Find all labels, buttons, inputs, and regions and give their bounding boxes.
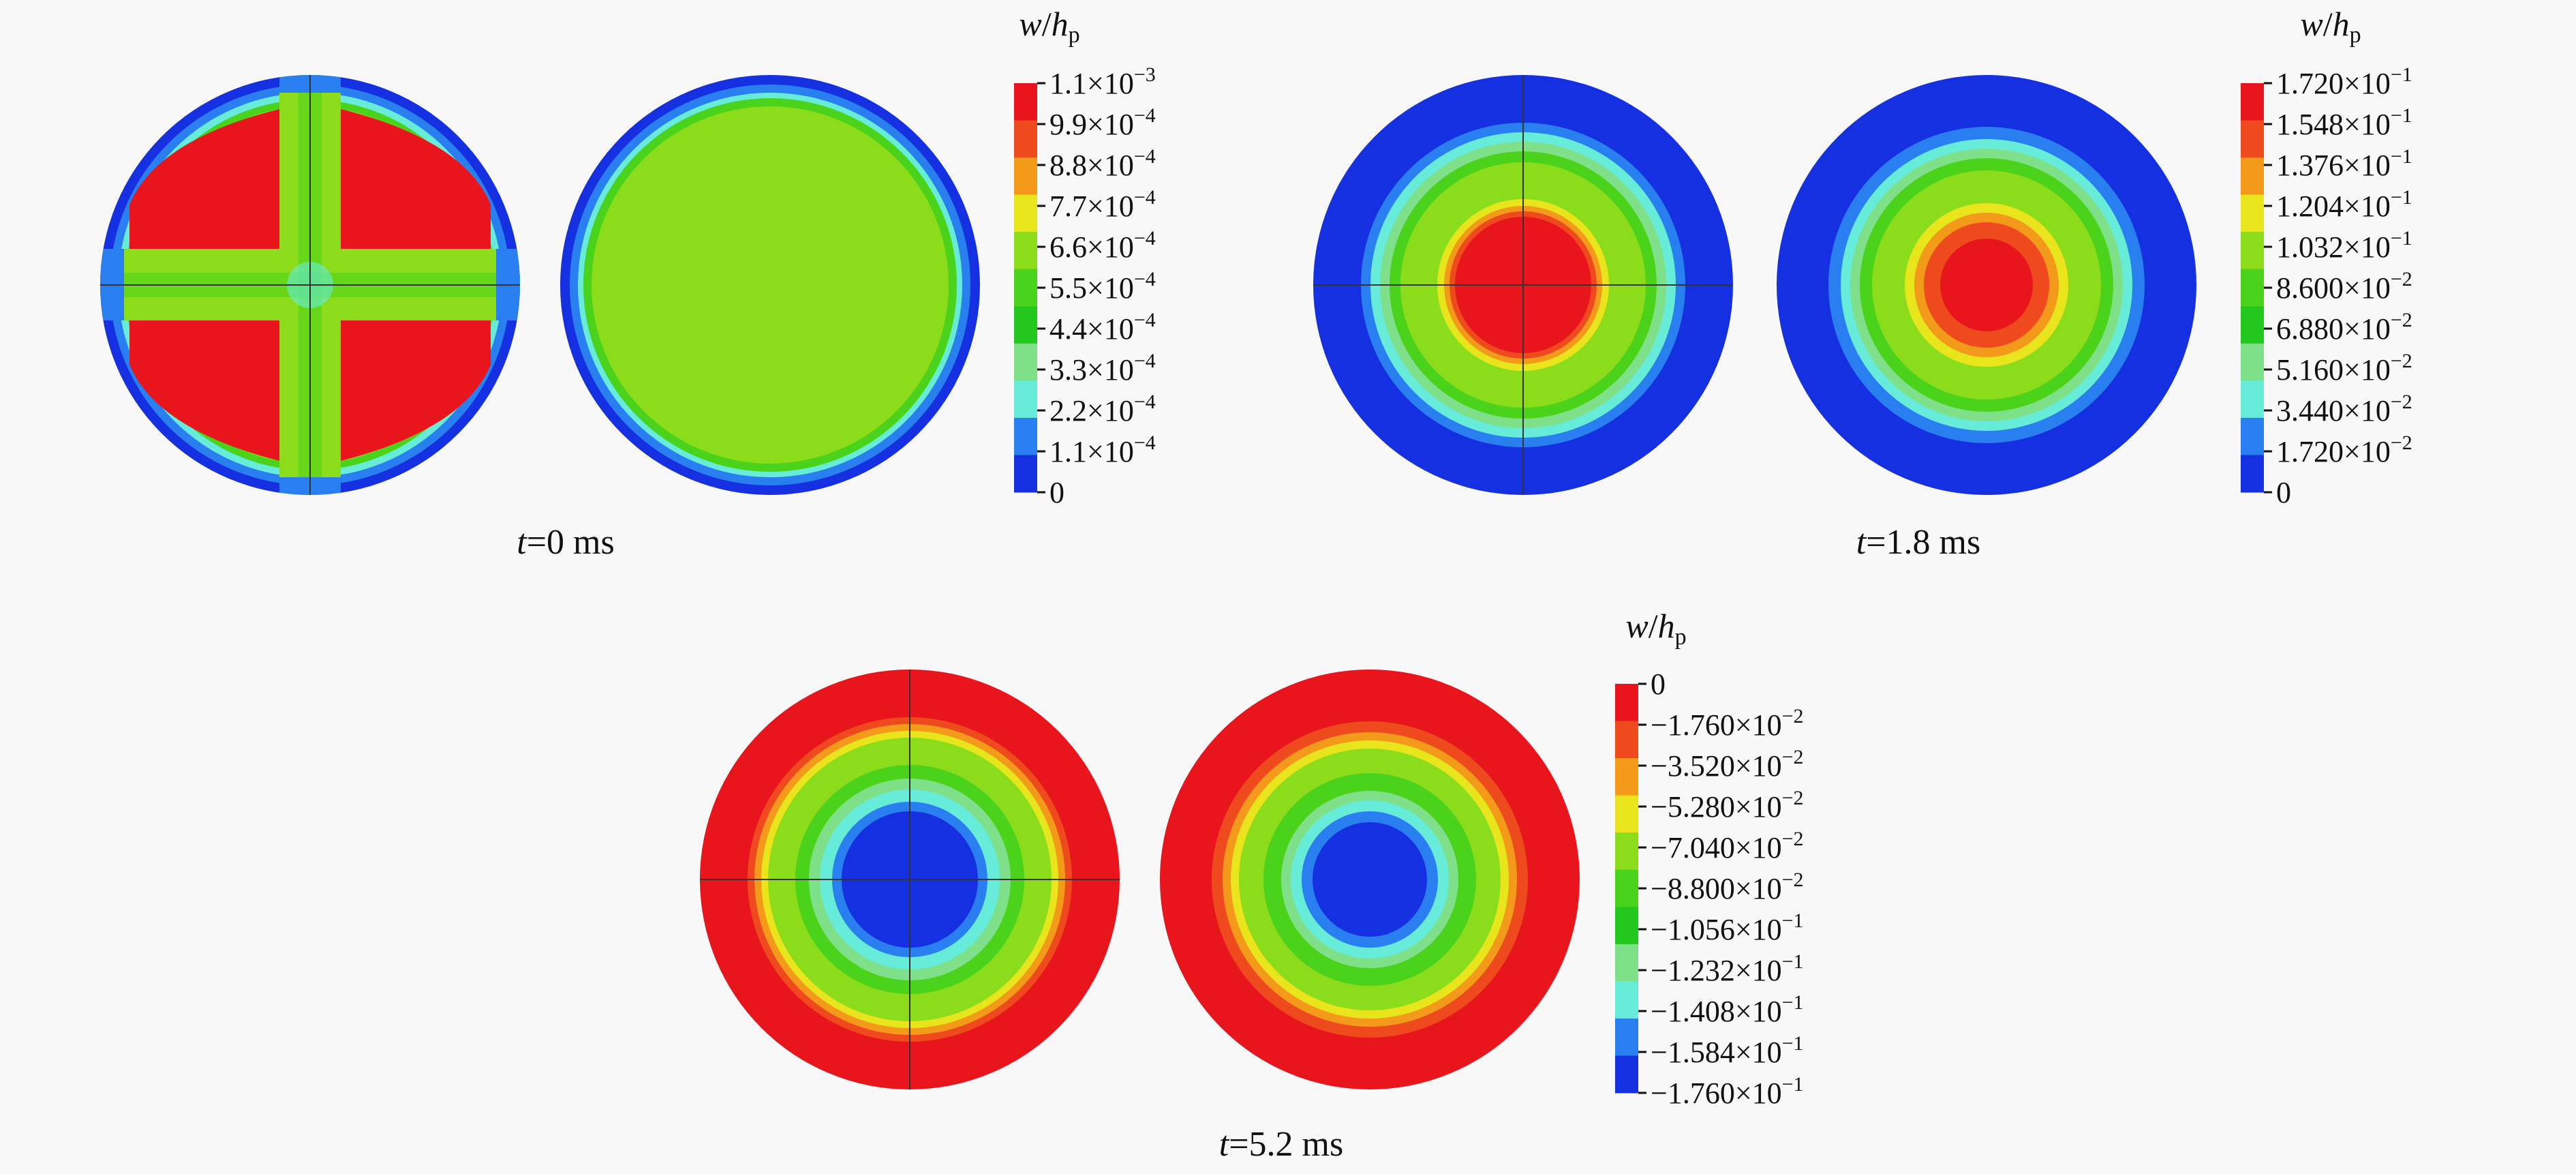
panel-t52: t=5.2 ms w/hp 0 −1.760×10−2 −3.520×10−2 −5.… [700,607,1804,1164]
panel-t0: t=0 ms w/hp 1.1×10−3 9.9×10−4 8.8×10−4 7.7×… [100,5,1156,562]
colorbar-tick-label: 1.1×10−3 [1049,63,1156,100]
colorbar-tick-label: −1.232×10−1 [1651,950,1804,987]
colorbar-title-t52: w/hp [1625,607,1686,650]
colorbar-tick-label: 6.6×10−4 [1049,227,1156,264]
colorbar-segment [1615,944,1638,982]
colorbar-segment [1014,306,1037,344]
colorbar-tick-label: 1.548×10−1 [2276,104,2412,141]
colorbar-segment [2241,380,2264,419]
colorbar-t0: 1.1×10−3 9.9×10−4 8.8×10−4 7.7×10−4 6.6×10−4… [1014,63,1156,509]
contour-plot-plain-t52 [1160,669,1580,1089]
colorbar-segment [1014,455,1037,493]
colorbar-tick-label: −8.800×10−2 [1651,869,1804,905]
colorbar-title-t18: w/hp [2300,5,2361,48]
contour-plot-stiffened-t18 [1313,75,1733,495]
colorbar-segment [2241,83,2264,121]
colorbar-segment [1615,1018,1638,1056]
colorbar-tick-label: 0 [1651,667,1666,701]
colorbar-tick-label: 0 [2276,476,2291,509]
colorbar-tick-label: 2.2×10−4 [1049,391,1156,427]
colorbar-segment [2241,232,2264,270]
colorbar-segment [2241,343,2264,381]
colorbar-tick-label: −1.760×10−1 [1651,1073,1804,1110]
colorbar-tick-label: −1.408×10−1 [1651,991,1804,1028]
colorbar-tick-label: 5.5×10−4 [1049,268,1156,305]
colorbar-tick-label: −5.280×10−2 [1651,787,1804,824]
colorbar-tick-label: 9.9×10−4 [1049,104,1156,141]
colorbar-segment [2241,417,2264,455]
colorbar-segment [1014,194,1037,232]
colorbar-tick-label: 4.4×10−4 [1049,309,1156,346]
colorbar-segment [1014,232,1037,270]
contour-plot-plain-t18 [1777,75,2196,495]
colorbar-segment [1615,869,1638,907]
colorbar-segment [1014,380,1037,419]
colorbar-t52: 0 −1.760×10−2 −3.520×10−2 −5.280×10−2 −7.040… [1615,667,1804,1110]
colorbar-segment [1615,795,1638,833]
colorbar-tick-label: 0 [1049,476,1064,509]
colorbar-tick-label: 1.376×10−1 [2276,145,2412,182]
colorbar-t18: 1.720×10−1 1.548×10−1 1.376×10−1 1.204×10−1… [2241,63,2412,509]
colorbar-tick-label: 1.720×10−1 [2276,63,2412,100]
colorbar-segment [1615,832,1638,871]
colorbar-segment [2241,157,2264,196]
colorbar-segment [1014,417,1037,455]
colorbar-tick-label: 1.720×10−2 [2276,432,2412,468]
time-label-t18: t=1.8 ms [1856,523,1980,562]
colorbar-tick-label: 7.7×10−4 [1049,186,1156,223]
colorbar-segment [1014,157,1037,196]
colorbar-segment [1615,907,1638,945]
contour-plot-plain-t0 [560,75,980,495]
colorbar-tick-label: 5.160×10−2 [2276,350,2412,387]
colorbar-segment [1615,981,1638,1019]
colorbar-tick-label: 8.600×10−2 [2276,268,2412,305]
colorbar-tick-label: 6.880×10−2 [2276,309,2412,346]
colorbar-tick-label: −7.040×10−2 [1651,828,1804,864]
colorbar-segment [1014,269,1037,307]
colorbar-segment [1014,83,1037,121]
colorbar-segment [1014,120,1037,158]
colorbar-segment [2241,306,2264,344]
colorbar-segment [1615,721,1638,759]
colorbar-tick-label: −3.520×10−2 [1651,746,1804,783]
colorbar-tick-label: 8.8×10−4 [1049,145,1156,182]
colorbar-tick-label: −1.056×10−1 [1651,909,1804,946]
time-label-t52: t=5.2 ms [1219,1125,1343,1164]
contour-plot-stiffened-t52 [700,669,1120,1089]
colorbar-tick-label: 1.204×10−1 [2276,186,2412,223]
colorbar-tick-label: 3.440×10−2 [2276,391,2412,427]
colorbar-segment [1615,1055,1638,1094]
colorbar-tick-label: −1.760×10−2 [1651,705,1804,742]
panel-t18: t=1.8 ms w/hp 1.720×10−1 1.548×10−1 1.376×… [1313,5,2412,562]
colorbar-tick-label: −1.584×10−1 [1651,1032,1804,1069]
colorbar-segment [1615,684,1638,722]
colorbar-segment [2241,194,2264,232]
colorbar-tick-label: 3.3×10−4 [1049,350,1156,387]
colorbar-tick-label: 1.1×10−4 [1049,432,1156,468]
colorbar-segment [1014,343,1037,381]
time-label-t0: t=0 ms [517,523,614,562]
colorbar-tick-label: 1.032×10−1 [2276,227,2412,264]
colorbar-segment [2241,455,2264,493]
colorbar-segment [2241,120,2264,158]
colorbar-segment [2241,269,2264,307]
contour-plot-stiffened-t0 [100,75,520,495]
colorbar-segment [1615,758,1638,796]
colorbar-title-t0: w/hp [1019,5,1079,48]
